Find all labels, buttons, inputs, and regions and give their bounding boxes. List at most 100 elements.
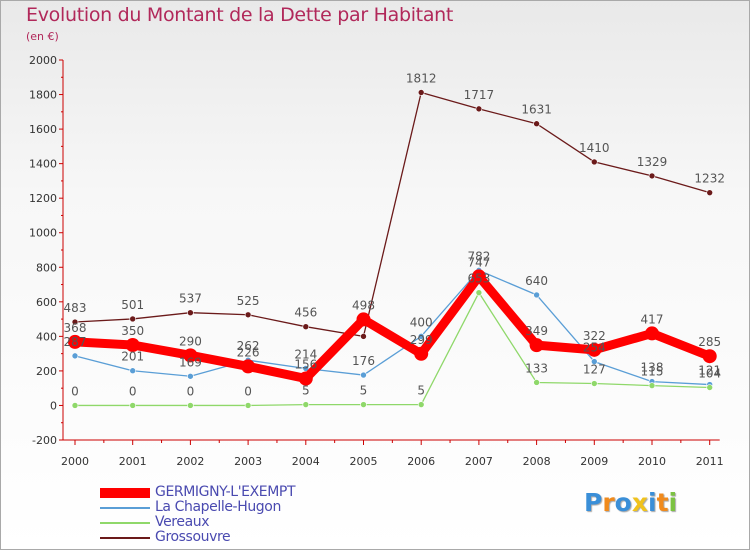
data-point	[587, 342, 602, 357]
data-label: 1410	[579, 141, 610, 155]
x-tick-label: 2003	[234, 455, 262, 468]
data-point	[183, 348, 198, 363]
data-point	[244, 402, 252, 409]
data-point	[129, 315, 136, 323]
data-point	[241, 359, 256, 374]
data-label: 747	[467, 255, 490, 269]
data-point	[71, 352, 79, 360]
data-label: 1631	[521, 103, 552, 117]
data-label: 498	[352, 298, 375, 312]
data-label: 104	[698, 366, 721, 380]
data-label: 156	[294, 358, 317, 372]
data-label: 1232	[694, 172, 725, 186]
data-label: 226	[237, 345, 260, 359]
data-label: 368	[64, 321, 87, 335]
data-point	[187, 402, 194, 409]
data-label: 127	[583, 363, 606, 377]
y-tick-label: 1600	[29, 123, 57, 136]
data-label: 5	[417, 384, 425, 398]
logo-letter: r	[602, 488, 615, 517]
x-tick-label: 2010	[638, 455, 666, 468]
x-tick-label: 2008	[523, 455, 551, 468]
data-point	[187, 309, 194, 317]
data-label: 0	[244, 384, 252, 398]
data-label: 0	[129, 384, 137, 398]
data-label: 0	[71, 384, 79, 398]
data-label: 537	[179, 292, 202, 306]
data-label: 483	[64, 301, 87, 315]
data-point	[360, 333, 367, 340]
y-tick-label: 1000	[29, 227, 57, 240]
series-line	[74, 292, 711, 407]
y-tick-label: 200	[36, 365, 57, 378]
data-label: 254	[583, 341, 606, 355]
y-tick-label: -200	[32, 434, 57, 447]
chart-subtitle: (en €)	[26, 30, 59, 43]
data-point	[187, 372, 194, 380]
data-point	[706, 189, 714, 196]
data-label: 169	[179, 355, 202, 369]
data-point	[533, 120, 540, 128]
data-point	[706, 384, 714, 391]
data-point	[590, 380, 598, 387]
data-point	[125, 338, 140, 352]
data-label: 201	[121, 350, 144, 364]
data-label: 121	[698, 364, 721, 378]
logo-letter: x	[631, 488, 648, 517]
data-point	[529, 338, 544, 353]
series-line	[74, 269, 711, 386]
data-point	[648, 382, 656, 389]
data-point	[298, 371, 313, 386]
x-tick-label: 2002	[176, 455, 204, 468]
data-point	[417, 401, 425, 408]
chart-title: Evolution du Montant de la Dette par Hab…	[26, 4, 454, 26]
data-label: 501	[121, 298, 144, 312]
x-tick-label: 2007	[465, 455, 493, 468]
logo-letter: o	[614, 488, 632, 517]
data-point	[129, 367, 136, 375]
legend-swatch	[100, 488, 150, 498]
data-label: 214	[294, 347, 317, 361]
x-tick-label: 2006	[407, 455, 435, 468]
x-tick-label: 2000	[61, 455, 89, 468]
data-label: 290	[179, 334, 202, 348]
data-point	[590, 158, 598, 166]
data-label: 782	[467, 249, 490, 263]
data-point	[471, 269, 486, 284]
data-point	[645, 326, 659, 341]
data-point	[475, 289, 483, 296]
data-label: 138	[641, 361, 664, 375]
data-label: 299	[410, 333, 433, 347]
y-tick-label: 1800	[29, 89, 57, 102]
data-point	[533, 379, 540, 386]
data-point	[68, 334, 82, 349]
data-point	[417, 333, 425, 340]
data-point	[702, 349, 717, 364]
legend-swatch	[100, 537, 150, 539]
data-label: 525	[237, 294, 260, 308]
data-label: 287	[64, 335, 87, 349]
data-point	[244, 311, 252, 319]
x-tick-label: 2001	[119, 455, 147, 468]
y-tick-label: 800	[36, 261, 57, 274]
y-tick-label: 1200	[29, 192, 57, 205]
data-point	[533, 291, 540, 299]
legend-swatch	[100, 522, 150, 524]
proxiti-logo: Proxiti	[584, 488, 677, 517]
data-point	[590, 358, 598, 365]
line-chart: -200020040060080010001200140016001800200…	[29, 54, 725, 468]
data-label: 176	[352, 354, 375, 368]
data-label: 285	[698, 335, 721, 349]
data-label: 5	[302, 384, 310, 398]
data-label: 1717	[464, 88, 495, 102]
legend-label: Vereaux	[155, 514, 210, 530]
x-tick-label: 2004	[292, 455, 320, 468]
data-label: 350	[121, 324, 144, 338]
data-point	[356, 312, 371, 327]
data-point	[417, 89, 425, 96]
data-point	[360, 371, 367, 379]
data-label: 0	[187, 384, 195, 398]
x-tick-label: 2005	[350, 455, 378, 468]
data-label: 653	[467, 272, 490, 286]
